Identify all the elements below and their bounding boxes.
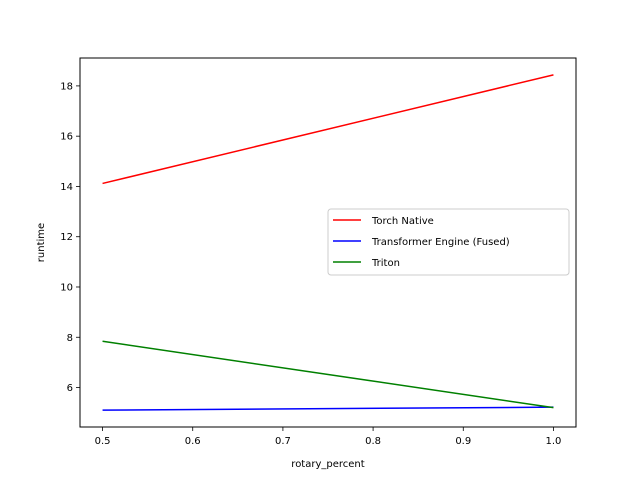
x-axis-label: rotary_percent <box>291 459 364 470</box>
series-line-0 <box>102 74 554 185</box>
legend-label-2: Triton <box>371 258 400 269</box>
legend-label-1: Transformer Engine (Fused) <box>371 237 510 248</box>
y-tick-label: 10 <box>60 282 73 293</box>
y-tick-label: 12 <box>60 232 73 243</box>
plot-frame <box>79 57 577 428</box>
x-tick-label: 0.6 <box>185 436 201 447</box>
x-tick-label: 0.9 <box>455 436 471 447</box>
y-tick-label: 6 <box>67 383 73 394</box>
x-tick-label: 0.7 <box>275 436 291 447</box>
x-tick-label: 0.8 <box>365 436 381 447</box>
legend-label-0: Torch Native <box>371 216 434 227</box>
y-tick-label: 18 <box>60 81 73 92</box>
y-tick-label: 14 <box>60 182 73 193</box>
series-line-1 <box>102 406 554 411</box>
y-tick-label: 8 <box>67 333 73 344</box>
y-axis-label: runtime <box>36 223 47 262</box>
x-tick-label: 0.5 <box>95 436 111 447</box>
legend-box <box>327 208 570 276</box>
series-line-2 <box>102 340 554 409</box>
y-tick-label: 16 <box>60 132 73 143</box>
x-tick-label: 1.0 <box>546 436 562 447</box>
legend: Torch Native Transformer Engine (Fused) Tr… <box>327 208 570 276</box>
